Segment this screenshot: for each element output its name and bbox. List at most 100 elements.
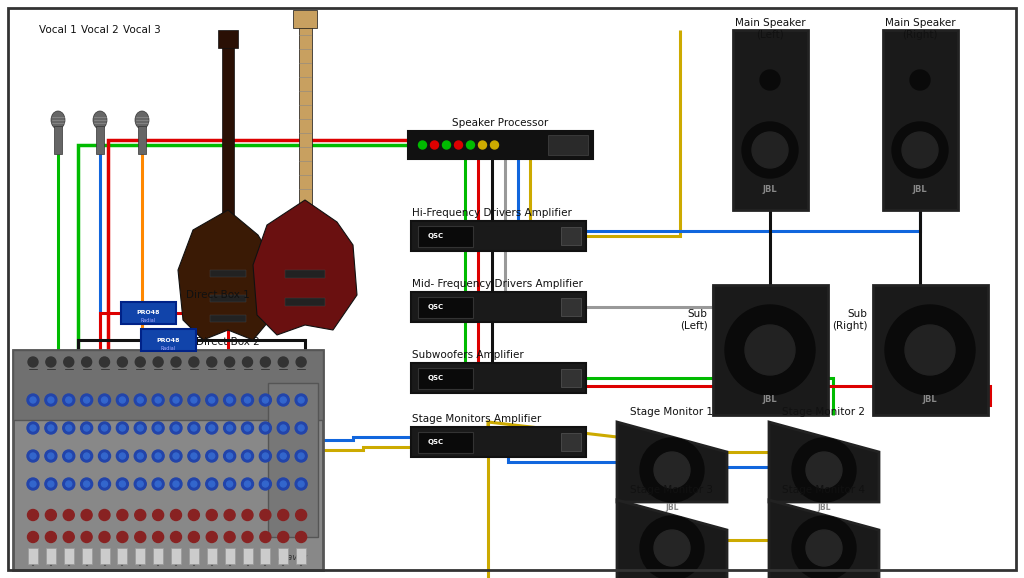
Circle shape (260, 509, 271, 521)
Circle shape (27, 394, 39, 406)
Circle shape (99, 532, 110, 543)
Bar (63, 548, 74, 564)
Bar (260, 548, 270, 564)
Circle shape (101, 425, 108, 431)
Circle shape (296, 509, 306, 521)
Circle shape (206, 509, 217, 521)
Circle shape (154, 357, 163, 367)
Circle shape (155, 481, 161, 487)
Circle shape (745, 325, 795, 375)
Text: Sub
(Right): Sub (Right) (831, 309, 867, 331)
Circle shape (81, 478, 92, 490)
Circle shape (245, 425, 251, 431)
Circle shape (117, 394, 128, 406)
Circle shape (171, 532, 181, 543)
Circle shape (190, 425, 197, 431)
Circle shape (206, 422, 218, 434)
Text: Vocal 3: Vocal 3 (123, 25, 161, 35)
Circle shape (99, 357, 110, 367)
Circle shape (170, 394, 182, 406)
Circle shape (171, 509, 181, 521)
Bar (54, 126, 62, 154)
Circle shape (171, 357, 181, 367)
Circle shape (101, 397, 108, 403)
Bar (560, 298, 581, 316)
Circle shape (135, 509, 145, 521)
Circle shape (206, 394, 218, 406)
Bar (411, 363, 586, 393)
Circle shape (242, 509, 253, 521)
Circle shape (62, 478, 75, 490)
Polygon shape (769, 500, 879, 578)
Circle shape (242, 394, 254, 406)
Circle shape (298, 481, 304, 487)
Circle shape (654, 530, 690, 566)
Bar (296, 548, 306, 564)
Circle shape (81, 422, 92, 434)
Circle shape (173, 425, 179, 431)
Circle shape (209, 397, 215, 403)
Circle shape (259, 450, 271, 462)
Circle shape (45, 422, 57, 434)
Circle shape (190, 481, 197, 487)
Circle shape (118, 357, 127, 367)
Circle shape (245, 397, 251, 403)
Circle shape (117, 509, 128, 521)
Bar (548, 135, 588, 155)
Circle shape (30, 425, 36, 431)
Polygon shape (253, 200, 357, 335)
Circle shape (245, 453, 251, 459)
Circle shape (224, 532, 236, 543)
Circle shape (281, 425, 287, 431)
Polygon shape (617, 500, 727, 578)
Text: Speaker Processor: Speaker Processor (452, 118, 548, 128)
Circle shape (295, 422, 307, 434)
Text: JBL: JBL (923, 395, 937, 405)
Text: Main Speaker
(Right): Main Speaker (Right) (885, 18, 955, 40)
Text: QSC: QSC (427, 233, 443, 239)
Circle shape (260, 357, 270, 367)
Circle shape (48, 425, 54, 431)
Circle shape (278, 478, 289, 490)
Circle shape (281, 481, 287, 487)
Bar (207, 548, 217, 564)
Circle shape (242, 422, 254, 434)
Circle shape (48, 397, 54, 403)
Circle shape (81, 394, 92, 406)
Circle shape (259, 422, 271, 434)
Text: Sub
(Left): Sub (Left) (680, 309, 708, 331)
Ellipse shape (93, 111, 106, 129)
Circle shape (30, 481, 36, 487)
Circle shape (806, 530, 842, 566)
Circle shape (30, 397, 36, 403)
Circle shape (260, 532, 271, 543)
Circle shape (120, 453, 125, 459)
Circle shape (137, 425, 143, 431)
Circle shape (134, 394, 146, 406)
Text: Stage Monitor 4: Stage Monitor 4 (782, 485, 865, 495)
Circle shape (173, 453, 179, 459)
Text: Stage Monitor 2: Stage Monitor 2 (782, 407, 865, 417)
Circle shape (478, 141, 486, 149)
Circle shape (84, 397, 90, 403)
Circle shape (190, 453, 197, 459)
Circle shape (28, 532, 39, 543)
Circle shape (120, 397, 125, 403)
Bar (222, 40, 234, 220)
Circle shape (298, 397, 304, 403)
Circle shape (187, 422, 200, 434)
Circle shape (117, 532, 128, 543)
Circle shape (66, 397, 72, 403)
Bar (418, 225, 473, 246)
Bar (96, 126, 104, 154)
Text: Radial: Radial (140, 318, 156, 324)
Bar (171, 548, 181, 564)
Circle shape (81, 450, 92, 462)
Circle shape (242, 450, 254, 462)
Circle shape (30, 453, 36, 459)
Circle shape (224, 357, 234, 367)
Circle shape (226, 481, 232, 487)
Circle shape (187, 478, 200, 490)
Bar (135, 548, 145, 564)
Circle shape (910, 70, 930, 90)
